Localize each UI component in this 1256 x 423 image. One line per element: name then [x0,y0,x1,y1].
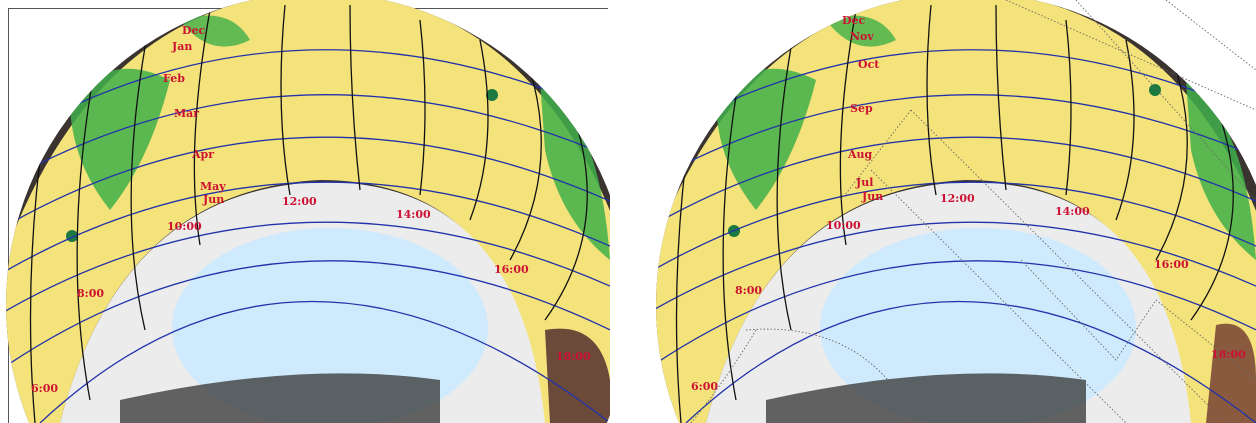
month-label: Jun [861,190,883,203]
hour-label: 6:00 [31,382,58,395]
foliage-spot [1149,84,1161,96]
month-label: Nov [850,30,874,43]
hour-label: 14:00 [1055,205,1090,218]
month-label: Oct [858,58,880,71]
hour-label: 18:00 [556,350,591,363]
hour-label: 12:00 [282,195,317,208]
hour-label: 14:00 [396,208,431,221]
month-label: Aug [847,148,873,161]
hour-label: 6:00 [691,380,718,393]
shading-overlay [690,0,1256,423]
foliage-spot [486,89,498,101]
hour-label: 18:00 [1211,348,1246,361]
month-label: Feb [163,72,185,85]
hour-label: 10:00 [167,220,202,233]
sunpath-panel-left: Dec Jan Feb Mar Apr May Jun 6:00 8:00 10… [0,0,610,423]
month-label: Jun [202,193,224,206]
month-label: Mar [174,107,199,120]
month-label: Apr [191,148,214,161]
month-label: Dec [842,14,866,27]
month-label: Jul [855,176,873,189]
hour-label: 8:00 [735,284,762,297]
tree-foliage [826,15,896,47]
month-label: May [200,180,226,193]
hour-label: 8:00 [77,287,104,300]
month-label: Dec [182,24,206,37]
hour-label: 16:00 [1154,258,1189,271]
tree-foliage [70,68,170,210]
hour-label: 10:00 [826,219,861,232]
tree-foliage [540,80,610,260]
month-label: Sep [850,102,873,115]
obstruction [766,373,1086,423]
sunpath-panel-right: Dec Nov Oct Sep Aug Jul Jun 6:00 8:00 10… [646,0,1256,423]
month-label: Jan [171,40,192,53]
sunpath-diagram-left: Dec Jan Feb Mar Apr May Jun 6:00 8:00 10… [6,0,610,423]
sunpath-diagram-right: Dec Nov Oct Sep Aug Jul Jun 6:00 8:00 10… [656,0,1256,423]
obstruction [1206,323,1256,423]
hour-label: 12:00 [940,192,975,205]
obstruction [545,328,610,423]
tree-foliage [180,15,250,47]
tree-foliage [716,68,816,210]
hour-label: 16:00 [494,263,529,276]
tree-foliage [1186,80,1256,260]
obstruction [120,373,440,423]
